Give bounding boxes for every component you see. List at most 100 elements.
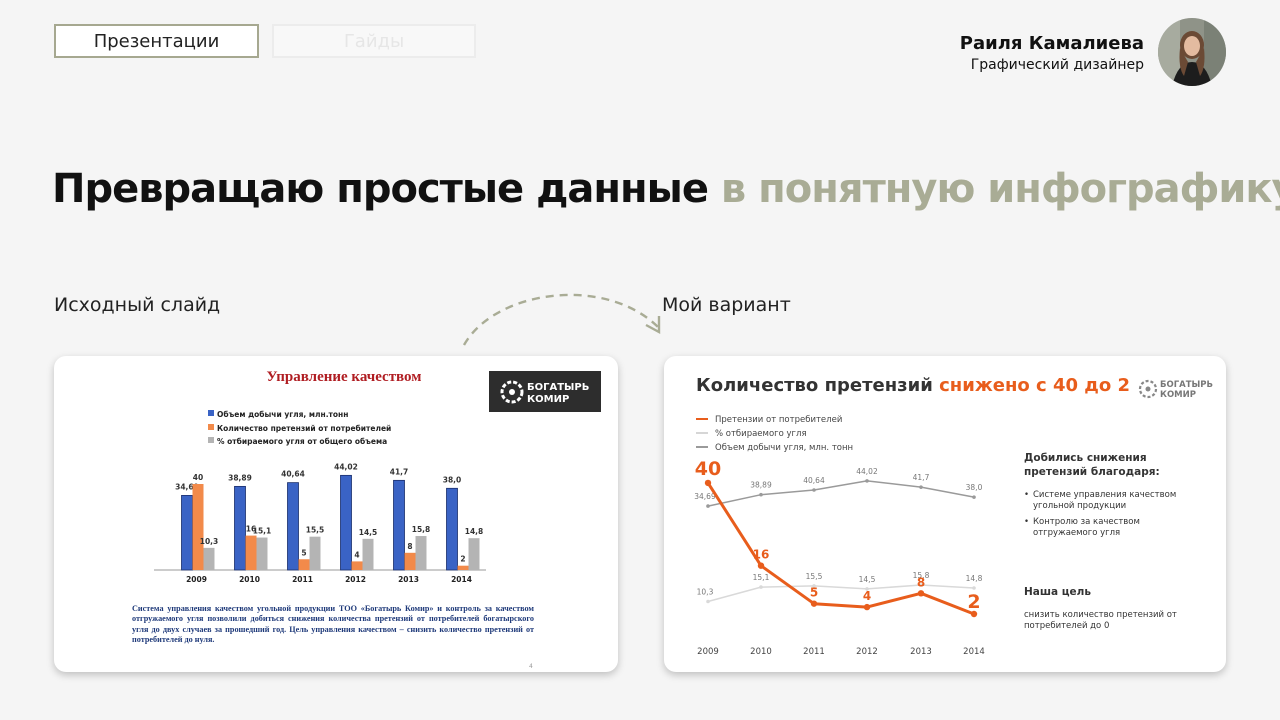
data-label: 15,5 (306, 526, 325, 535)
data-label: 8 (917, 575, 925, 589)
bar-claims (245, 535, 257, 570)
side-heading: Добились снижения претензий благодаря: (1024, 452, 1160, 479)
my-logo: БОГАТЫРЬ КОМИР (1138, 379, 1213, 400)
volume-point (706, 504, 710, 508)
data-label: 14,8 (465, 527, 484, 536)
volume-line (707, 480, 975, 507)
x-tick-label: 2009 (186, 575, 207, 584)
percent-point (972, 586, 976, 590)
bar-claims (298, 559, 310, 570)
bar-volume (340, 474, 352, 571)
claims-point (810, 600, 818, 607)
data-label: 15,1 (253, 527, 272, 536)
bar-volume (181, 495, 193, 571)
claims-point (863, 603, 871, 611)
data-label: 14,5 (359, 528, 378, 537)
headline-main: Превращаю простые данные (52, 166, 709, 212)
data-label: 38,89 (228, 473, 252, 482)
x-tick-label: 2013 (398, 575, 419, 584)
x-tick-label: 2012 (345, 575, 366, 584)
x-tick-label: 2012 (856, 647, 878, 657)
author-name: Раиля Камалиева (959, 33, 1144, 54)
percent-point (706, 599, 710, 604)
x-tick-label: 2013 (910, 647, 932, 657)
percent-point (812, 584, 816, 588)
bullet-list: • Системе управления качеством угольной п… (1024, 490, 1214, 539)
legend-percent-text: % отбираемого угля (715, 429, 807, 439)
bar-percent (203, 547, 215, 570)
data-label: 38,0 (443, 475, 462, 484)
data-label: 40 (193, 473, 203, 482)
volume-point (972, 495, 976, 499)
data-label: 34,69 (694, 492, 716, 501)
data-label: 34,69 (175, 482, 199, 491)
bar-volume (446, 487, 458, 571)
bar-percent (468, 538, 480, 570)
data-label: 16 (246, 525, 256, 534)
goal-heading: Наша цель (1024, 585, 1091, 598)
data-label: 40,64 (803, 476, 825, 485)
bar-percent (256, 537, 268, 570)
original-slide-label: Исходный слайд (54, 294, 221, 316)
claims-point (917, 590, 925, 597)
x-tick-label: 2010 (750, 647, 772, 657)
claims-point (757, 562, 765, 569)
bullet-item: • Контролю за качеством отгружаемого угля (1024, 517, 1140, 539)
bar-volume (393, 479, 405, 571)
legend-percent: % отбираемого угля от общего объема (217, 437, 387, 446)
data-label: 4 (354, 550, 359, 559)
original-logo-line1: БОГАТЫРЬ (527, 382, 589, 393)
original-slide-card: Управление качеством БОГАТЫРЬ КОМИР Объе… (54, 356, 618, 672)
data-label: 44,02 (856, 467, 878, 476)
data-label: 44,02 (334, 462, 358, 471)
data-label: 41,7 (913, 473, 930, 482)
original-page-number: 4 (529, 663, 533, 670)
bar-percent (415, 536, 427, 570)
data-label: 15,1 (753, 573, 770, 582)
original-slide-title: Управление качеством (266, 369, 421, 385)
original-logo-line2: КОМИР (527, 394, 569, 405)
tab-guides[interactable]: Гайды (272, 24, 476, 58)
tab-presentations[interactable]: Презентации (54, 24, 259, 58)
data-label: 16 (753, 548, 770, 562)
data-label: 14,5 (859, 575, 876, 584)
my-line-chart: 34,69 38,89 40,64 44,02 41,7 38,0 10,3 15,1 15,5… (694, 458, 985, 657)
data-label: 8 (407, 542, 412, 551)
bar-claims (192, 484, 204, 570)
percent-point (759, 585, 763, 589)
bar-volume (234, 485, 246, 571)
claims-line (706, 481, 976, 616)
original-body-text: Система управления качеством угольной пр… (132, 604, 534, 644)
x-tick-label: 2011 (292, 575, 313, 584)
bar-percent (362, 538, 374, 570)
x-tick-label: 2009 (697, 647, 719, 657)
data-label: 38,0 (966, 483, 983, 492)
x-tick-label: 2014 (963, 647, 985, 657)
data-label: 38,89 (750, 481, 772, 490)
data-label: 41,7 (390, 467, 409, 476)
data-label: 2 (967, 591, 980, 613)
legend-claims-text: Претензии от потребителей (715, 415, 842, 425)
data-label: 15,8 (412, 525, 431, 534)
bar-claims (457, 565, 469, 570)
data-label: 10,3 (200, 537, 219, 546)
percent-point (919, 583, 923, 587)
volume-point (759, 492, 763, 497)
my-slide-title: Количество претензий снижено с 40 до 2 (696, 375, 1130, 396)
my-slide-title-accent: снижено с 40 до 2 (939, 375, 1130, 396)
data-label: 40,64 (281, 470, 305, 479)
volume-point (865, 479, 869, 483)
volume-point (919, 485, 923, 489)
claims-point (970, 610, 978, 618)
author-role: Графический дизайнер (970, 57, 1144, 73)
my-slide-title-main: Количество претензий (696, 375, 933, 396)
original-logo: БОГАТЫРЬ КОМИР (489, 371, 601, 412)
data-label: 5 (301, 548, 306, 557)
percent-point (865, 587, 869, 591)
legend-swatch-claims (208, 424, 214, 430)
percent-line (707, 584, 975, 603)
x-tick-label: 2010 (239, 575, 260, 584)
my-slide-card: Количество претензий снижено с 40 до 2 Б… (664, 356, 1226, 672)
legend-volume: Объем добычи угля, млн.тонн (217, 410, 348, 419)
